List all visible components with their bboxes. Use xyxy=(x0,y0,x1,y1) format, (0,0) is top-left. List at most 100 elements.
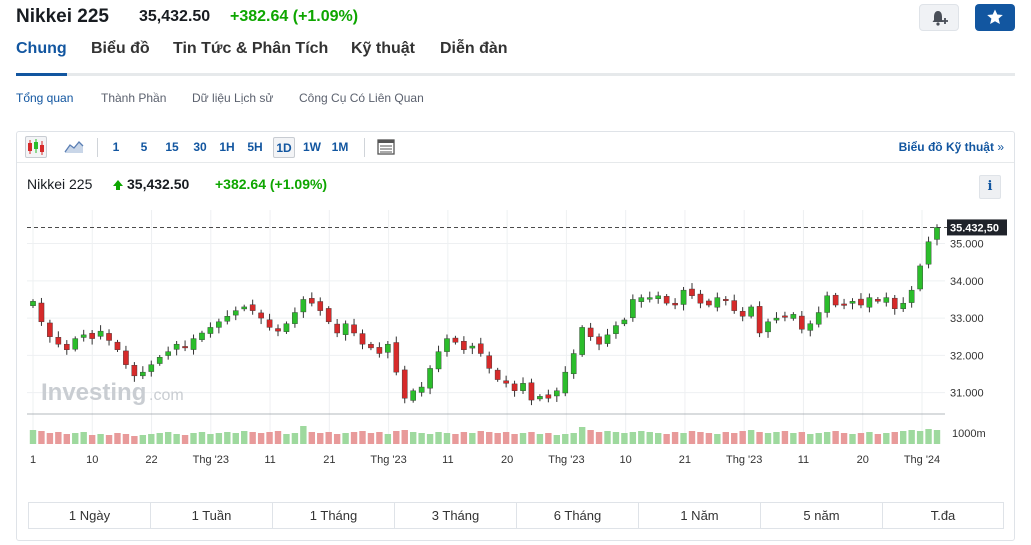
tab-general[interactable]: Chung xyxy=(16,40,67,76)
x-tick-label: 11 xyxy=(798,454,809,466)
candle-down xyxy=(697,293,704,304)
candle-down xyxy=(275,328,281,332)
watchlist-button[interactable] xyxy=(975,4,1015,31)
y-tick-label: 34.000 xyxy=(950,276,984,288)
candle-down xyxy=(368,343,374,349)
candle-up xyxy=(537,396,543,400)
volume-bar xyxy=(156,433,163,444)
candle-up xyxy=(917,265,923,290)
volume-bar xyxy=(122,434,130,444)
candle-down xyxy=(739,310,746,317)
interval-30[interactable]: 30 xyxy=(193,140,207,154)
subtab-historical-data[interactable]: Dữ liệu Lịch sử xyxy=(192,91,274,105)
volume-bar xyxy=(232,433,239,444)
info-button[interactable]: i xyxy=(979,175,1001,199)
volume-bar xyxy=(443,433,451,444)
candle-up xyxy=(80,334,87,338)
interval-1m[interactable]: 1M xyxy=(331,140,349,154)
volume-bar xyxy=(325,432,332,444)
candlestick-chart[interactable]: 35.000 34.000 33.000 32.000 31.000 Investing.… xyxy=(17,132,1014,500)
range-1-day[interactable]: 1 Ngày xyxy=(29,503,151,528)
candle-down xyxy=(317,301,324,311)
candle-up xyxy=(72,338,79,350)
area-type-button[interactable] xyxy=(63,136,85,158)
candle-up xyxy=(613,325,619,334)
volume-bar xyxy=(418,433,425,444)
volume-bar xyxy=(663,434,670,444)
candle-up xyxy=(173,343,180,350)
tab-technical[interactable]: Kỹ thuật xyxy=(351,40,415,57)
volume-bar xyxy=(46,433,54,444)
range-6-months[interactable]: 6 Tháng xyxy=(517,503,639,528)
chart-instrument-name: Nikkei 225 xyxy=(27,176,93,192)
volume-bar xyxy=(409,432,417,444)
main-tabs: Chung Biểu đồ Tin Tức & Phân Tích Kỹ thu… xyxy=(16,40,1015,76)
subtab-related-tools[interactable]: Công Cụ Có Liên Quan xyxy=(299,91,424,105)
price-change: +382.64 (+1.09%) xyxy=(230,8,359,25)
volume-bar xyxy=(764,433,772,444)
volume-bar xyxy=(756,432,763,444)
candle-down xyxy=(494,369,501,380)
tab-news-analysis[interactable]: Tin Tức & Phân Tích xyxy=(173,40,329,57)
volume-bar xyxy=(604,431,611,444)
candle-down xyxy=(258,312,264,319)
volume-bar xyxy=(97,434,104,444)
volume-bar xyxy=(562,434,569,444)
range-3-months[interactable]: 3 Tháng xyxy=(395,503,517,528)
range-1-month[interactable]: 1 Tháng xyxy=(273,503,395,528)
volume-bar xyxy=(105,435,113,444)
chart-last-price: 35,432.50 xyxy=(127,176,190,192)
range-5-years[interactable]: 5 năm xyxy=(761,503,883,528)
volume-bar xyxy=(511,434,518,444)
volume-bar xyxy=(190,433,197,444)
range-1-year[interactable]: 1 Năm xyxy=(639,503,761,528)
alert-button[interactable] xyxy=(919,4,959,31)
volume-bar xyxy=(705,433,713,444)
volume-bar xyxy=(646,432,653,444)
volume-bar xyxy=(401,430,408,444)
candle-down xyxy=(841,303,847,306)
candle-down xyxy=(689,288,695,296)
investing-watermark: Investing xyxy=(41,379,146,406)
volume-bar xyxy=(815,433,822,444)
range-1-week[interactable]: 1 Tuần xyxy=(151,503,273,528)
tab-chart[interactable]: Biểu đồ xyxy=(91,40,150,57)
interval-1[interactable]: 1 xyxy=(112,140,120,154)
x-tick-label: 20 xyxy=(501,454,513,466)
volume-bar xyxy=(807,434,814,444)
candlestick-type-button[interactable] xyxy=(25,136,47,158)
range-max[interactable]: T.đa xyxy=(930,508,956,523)
candle-up xyxy=(444,338,450,352)
interval-5[interactable]: 5 xyxy=(140,140,148,154)
candle-down xyxy=(511,383,518,391)
volume-bar xyxy=(469,433,476,444)
volume-bar xyxy=(900,431,907,444)
toolbar-separator xyxy=(97,138,98,157)
volume-bar xyxy=(486,432,493,444)
candle-down xyxy=(393,342,400,373)
subtab-components[interactable]: Thành Phần xyxy=(101,91,167,105)
interval-1h[interactable]: 1H xyxy=(219,140,235,154)
y-tick-label: 35.000 xyxy=(950,239,984,251)
interval-1w[interactable]: 1W xyxy=(303,140,321,154)
candle-up xyxy=(140,371,146,377)
technical-chart-link[interactable]: Biểu đồ Kỹ thuật » xyxy=(898,140,1004,154)
candle-down xyxy=(545,394,552,399)
interval-15[interactable]: 15 xyxy=(165,140,179,154)
candle-down xyxy=(106,333,112,341)
volume-bar xyxy=(832,431,839,444)
subtab-overview[interactable]: Tổng quan xyxy=(16,91,74,105)
candle-up xyxy=(908,289,915,303)
volume-bar xyxy=(452,434,459,444)
candle-down xyxy=(722,299,729,301)
volume-bar xyxy=(164,432,172,444)
candle-down xyxy=(55,337,62,345)
interval-1d[interactable]: 1D xyxy=(273,137,295,158)
y-tick-label: 31.000 xyxy=(950,388,984,400)
tab-forum[interactable]: Diễn đàn xyxy=(440,40,508,57)
table-view-button[interactable] xyxy=(375,136,397,158)
candle-down xyxy=(401,369,408,399)
volume-bar xyxy=(173,434,180,444)
interval-5h[interactable]: 5H xyxy=(247,140,263,154)
volume-bar xyxy=(849,434,856,444)
